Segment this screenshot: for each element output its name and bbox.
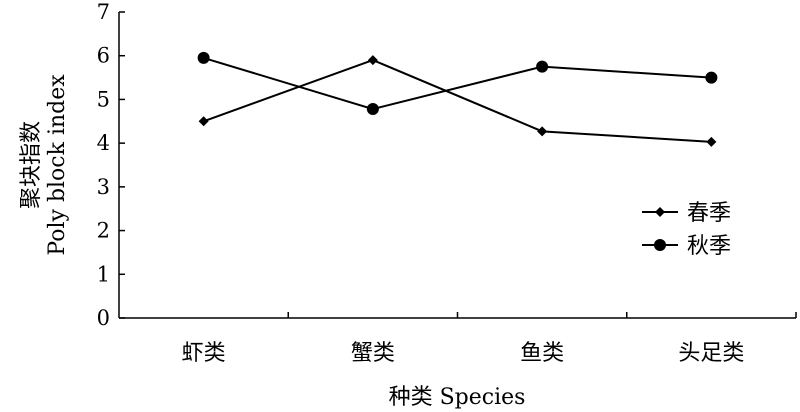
point-1-3: [705, 71, 718, 84]
y-tick-label-1: 1: [97, 262, 110, 286]
legend-marker-0: [655, 207, 665, 217]
y-tick-label-6: 6: [97, 44, 110, 68]
y-axis-title: 聚块指数 Poly block index: [19, 74, 70, 256]
x-ticks: 虾类 蟹类 鱼类 头足类: [182, 312, 797, 366]
series-line-0: [203, 59, 712, 143]
y-ticks: 0 1 2 3 4 5 6 7: [97, 0, 125, 330]
y-tick-label-4: 4: [97, 131, 110, 155]
point-1-0: [197, 51, 210, 64]
point-0-3: [706, 136, 717, 147]
point-1-2: [536, 60, 549, 73]
point-0-0: [198, 116, 209, 127]
x-tick-label-3: 头足类: [678, 341, 744, 366]
y-tick-label-2: 2: [97, 219, 110, 243]
y-axis-title-line-2: Poly block index: [45, 74, 70, 256]
x-tick-label-2: 鱼类: [520, 341, 564, 366]
y-tick-label-3: 3: [97, 175, 110, 199]
series-line-1: [203, 56, 712, 111]
point-1-1: [366, 103, 379, 116]
legend-marker-1: [654, 239, 666, 251]
point-0-2: [537, 126, 548, 137]
x-tick-label-0: 虾类: [182, 341, 226, 366]
point-0-1: [367, 55, 378, 66]
x-tick-label-1: 蟹类: [351, 341, 395, 366]
axes: [118, 12, 796, 319]
x-axis-title: 种类 Species: [389, 385, 526, 410]
series-layer: [197, 51, 718, 147]
series-1: [197, 51, 718, 116]
y-tick-label-0: 0: [97, 306, 110, 330]
y-axis-title-line-1: 聚块指数: [19, 121, 44, 209]
series-0: [198, 55, 717, 147]
y-tick-label-5: 5: [97, 87, 110, 111]
y-tick-label-7: 7: [97, 0, 110, 24]
legend-label-0: 春季: [687, 201, 731, 226]
legend-label-1: 秋季: [687, 234, 731, 259]
